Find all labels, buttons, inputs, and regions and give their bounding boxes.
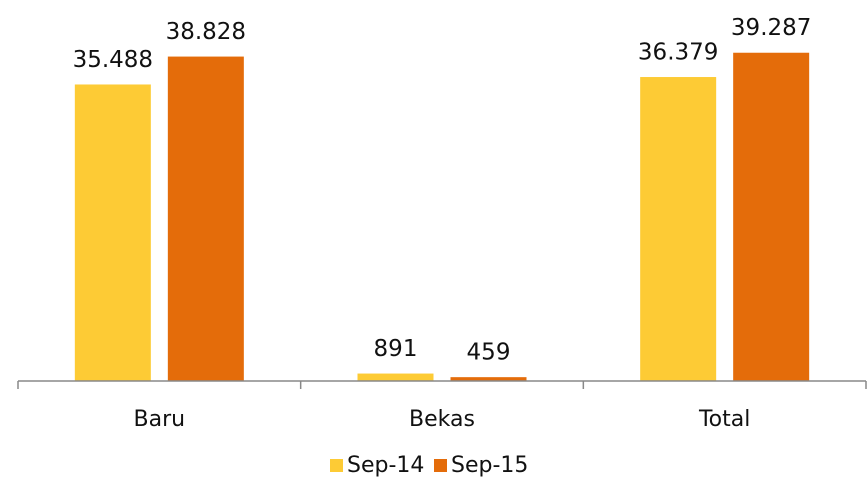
x-tick-label: Total bbox=[698, 407, 750, 432]
bar bbox=[450, 377, 527, 381]
legend-swatch bbox=[330, 459, 343, 472]
legend-label: Sep-14 bbox=[347, 453, 424, 478]
bar bbox=[357, 373, 434, 381]
legend-swatch bbox=[434, 459, 447, 472]
data-label: 36.379 bbox=[638, 40, 718, 66]
bar bbox=[640, 77, 717, 382]
data-label: 38.828 bbox=[166, 19, 246, 45]
legend-label: Sep-15 bbox=[451, 453, 528, 478]
bar bbox=[167, 56, 244, 381]
data-label: 891 bbox=[374, 336, 418, 362]
bar bbox=[74, 84, 151, 382]
data-label: 35.488 bbox=[73, 47, 153, 73]
data-label: 39.287 bbox=[731, 15, 811, 41]
data-label: 459 bbox=[467, 340, 511, 366]
x-tick-label: Baru bbox=[134, 407, 186, 432]
bar bbox=[733, 52, 810, 381]
x-tick-label: Bekas bbox=[409, 407, 475, 432]
